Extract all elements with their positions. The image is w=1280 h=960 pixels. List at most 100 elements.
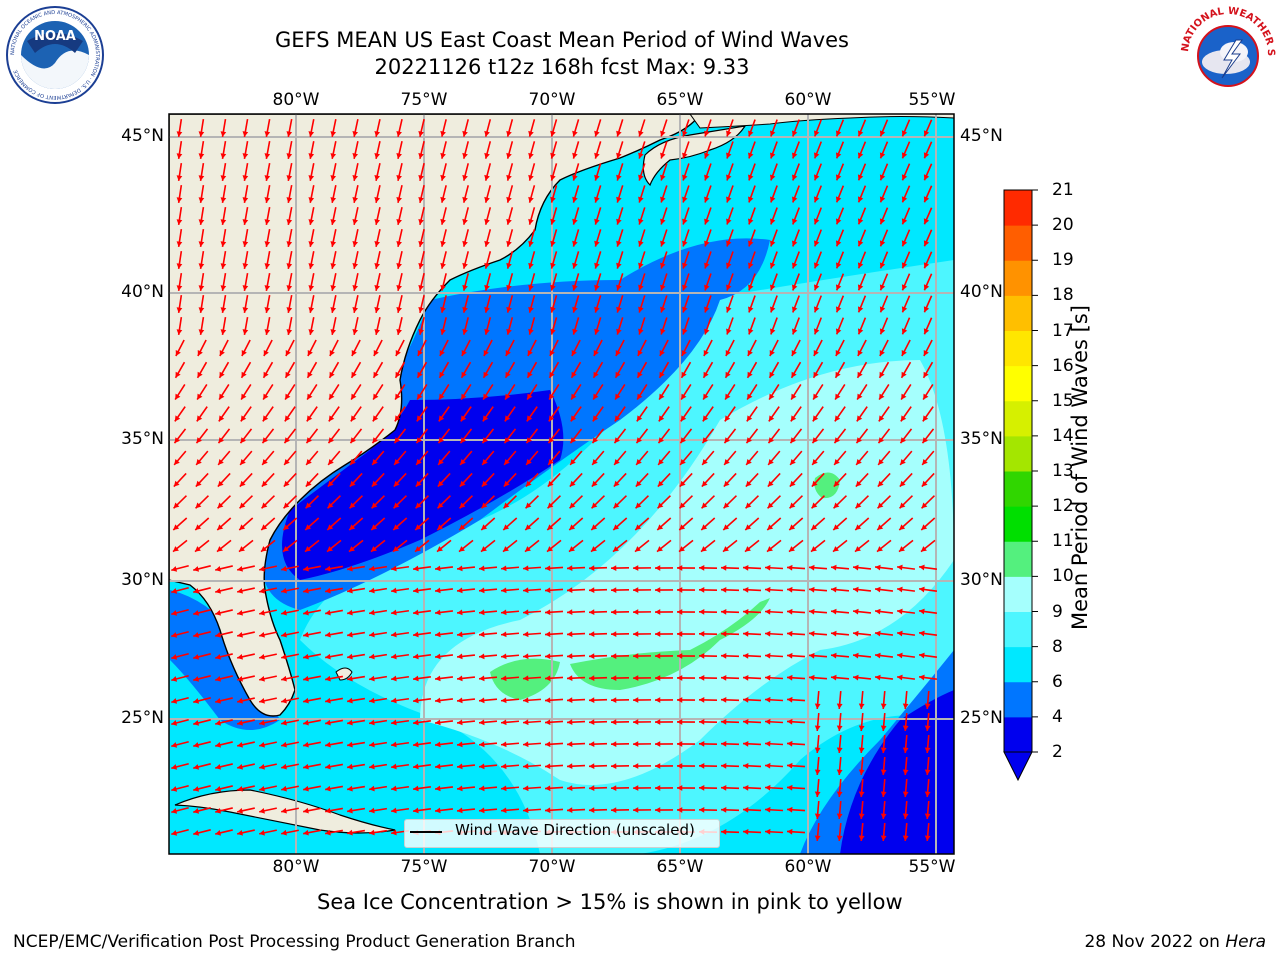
- wave-direction-arrowhead: [787, 806, 793, 813]
- wave-direction-arrowhead: [286, 307, 293, 313]
- wave-direction-arrowhead: [417, 350, 423, 357]
- wave-direction-arrowhead: [396, 218, 402, 225]
- wave-direction-arrowhead: [550, 284, 556, 291]
- wave-direction-arrowhead: [220, 329, 227, 335]
- wave-direction-arrowhead: [633, 807, 639, 813]
- wave-direction-arrowhead: [415, 480, 422, 487]
- wave-direction-arrowhead: [633, 785, 639, 791]
- wave-direction-arrowhead: [241, 350, 247, 357]
- wave-direction-arrowhead: [418, 130, 424, 137]
- wave-direction-arrowhead: [526, 415, 533, 422]
- lat-tick-right: 30°N: [960, 570, 1003, 590]
- wave-direction-arrowhead: [435, 565, 441, 572]
- wave-direction-arrowhead: [439, 350, 445, 357]
- wave-direction-arrowhead: [459, 502, 466, 509]
- wave-direction-arrowhead: [877, 502, 884, 509]
- wave-direction-arrowhead: [435, 631, 441, 638]
- wave-direction-arrowhead: [413, 565, 419, 572]
- wave-direction-arrowhead: [724, 458, 730, 465]
- wave-direction-arrowhead: [176, 197, 183, 203]
- wave-direction-arrowhead: [503, 502, 510, 509]
- wave-direction-arrowhead: [220, 131, 227, 137]
- wave-direction-arrowhead: [545, 653, 551, 660]
- wave-direction-arrowhead: [614, 458, 620, 465]
- wave-direction-arrowhead: [198, 263, 205, 269]
- wave-direction-arrowhead: [281, 675, 287, 682]
- wave-direction-arrowhead: [923, 174, 930, 181]
- wave-direction-arrowhead: [567, 631, 573, 638]
- wave-direction-arrowhead: [437, 480, 444, 487]
- wave-direction-arrowhead: [831, 652, 837, 659]
- wave-direction-arrowhead: [175, 371, 181, 378]
- wave-direction-arrowhead: [286, 329, 293, 335]
- wave-direction-arrowhead: [484, 284, 490, 291]
- wave-direction-arrowhead: [281, 587, 287, 594]
- wave-direction-arrowhead: [594, 262, 600, 269]
- wave-direction-arrowhead: [415, 546, 421, 552]
- wave-direction-arrowhead: [547, 524, 554, 530]
- wave-direction-arrowhead: [330, 197, 337, 203]
- lon-tick-bottom: 55°W: [908, 857, 956, 877]
- colorbar-segment: [1004, 716, 1032, 753]
- wave-direction-arrowhead: [831, 586, 837, 593]
- wave-direction-arrowhead: [616, 174, 622, 181]
- wave-direction-arrowhead: [215, 742, 222, 748]
- wave-direction-arrowhead: [418, 218, 424, 225]
- wave-direction-arrowhead: [814, 703, 821, 709]
- wave-direction-arrowhead: [484, 196, 490, 203]
- wave-direction-arrowhead: [501, 763, 507, 770]
- wave-direction-arrowhead: [482, 458, 488, 465]
- wave-direction-arrowhead: [240, 437, 246, 444]
- wave-direction-arrowhead: [325, 631, 331, 638]
- wave-direction-arrowhead: [435, 785, 441, 792]
- wave-direction-arrowhead: [550, 130, 556, 137]
- wave-direction-arrowhead: [242, 219, 249, 225]
- wave-direction-arrowhead: [215, 830, 222, 836]
- wave-direction-arrowhead: [809, 674, 815, 681]
- wave-direction-arrowhead: [787, 828, 793, 835]
- wave-direction-arrowhead: [768, 437, 774, 444]
- wave-direction-arrowhead: [481, 524, 488, 530]
- wave-direction-arrowhead: [217, 524, 224, 530]
- colorbar-tick-label: 15: [1052, 390, 1074, 411]
- wave-direction-arrowhead: [743, 828, 749, 835]
- wave-direction-arrowhead: [725, 350, 731, 357]
- wave-direction-arrowhead: [721, 675, 727, 681]
- wave-direction-arrowhead: [528, 174, 534, 181]
- wave-direction-arrowhead: [593, 350, 599, 357]
- wave-direction-arrowhead: [655, 785, 661, 791]
- wave-direction-arrowhead: [198, 307, 205, 313]
- wave-direction-arrowhead: [614, 415, 621, 422]
- wave-direction-arrowhead: [461, 393, 467, 400]
- wave-direction-arrowhead: [240, 415, 247, 422]
- wave-direction-arrowhead: [594, 130, 600, 137]
- wave-direction-arrowhead: [523, 609, 529, 616]
- wave-direction-arrowhead: [501, 697, 507, 704]
- wave-direction-arrowhead: [523, 697, 529, 704]
- wave-direction-arrowhead: [572, 174, 578, 181]
- wave-direction-arrowhead: [657, 524, 664, 530]
- wave-direction-arrowhead: [171, 720, 178, 726]
- wave-direction-arrowhead: [657, 502, 664, 509]
- wave-direction-arrowhead: [897, 586, 903, 593]
- wave-direction-arrowhead: [462, 196, 468, 203]
- wave-direction-arrowhead: [857, 262, 864, 269]
- wave-direction-arrowhead: [479, 675, 485, 682]
- wave-direction-arrowhead: [239, 524, 246, 530]
- wave-direction-arrowhead: [305, 524, 312, 530]
- wave-direction-arrowhead: [396, 152, 402, 159]
- wave-direction-arrowhead: [259, 697, 265, 704]
- wave-direction-arrowhead: [259, 609, 265, 616]
- wave-direction-arrowhead: [219, 350, 225, 357]
- wave-direction-arrowhead: [616, 306, 622, 313]
- wave-direction-arrowhead: [220, 285, 227, 291]
- wave-direction-arrowhead: [567, 785, 573, 792]
- wave-direction-arrowhead: [523, 675, 529, 682]
- wave-direction-arrowhead: [701, 524, 708, 530]
- wave-direction-arrowhead: [215, 698, 222, 704]
- wave-direction-arrowhead: [369, 829, 375, 836]
- wave-direction-arrowhead: [459, 480, 466, 487]
- wave-direction-arrowhead: [349, 480, 356, 487]
- wave-direction-arrowhead: [699, 741, 705, 747]
- wave-direction-arrowhead: [591, 546, 597, 552]
